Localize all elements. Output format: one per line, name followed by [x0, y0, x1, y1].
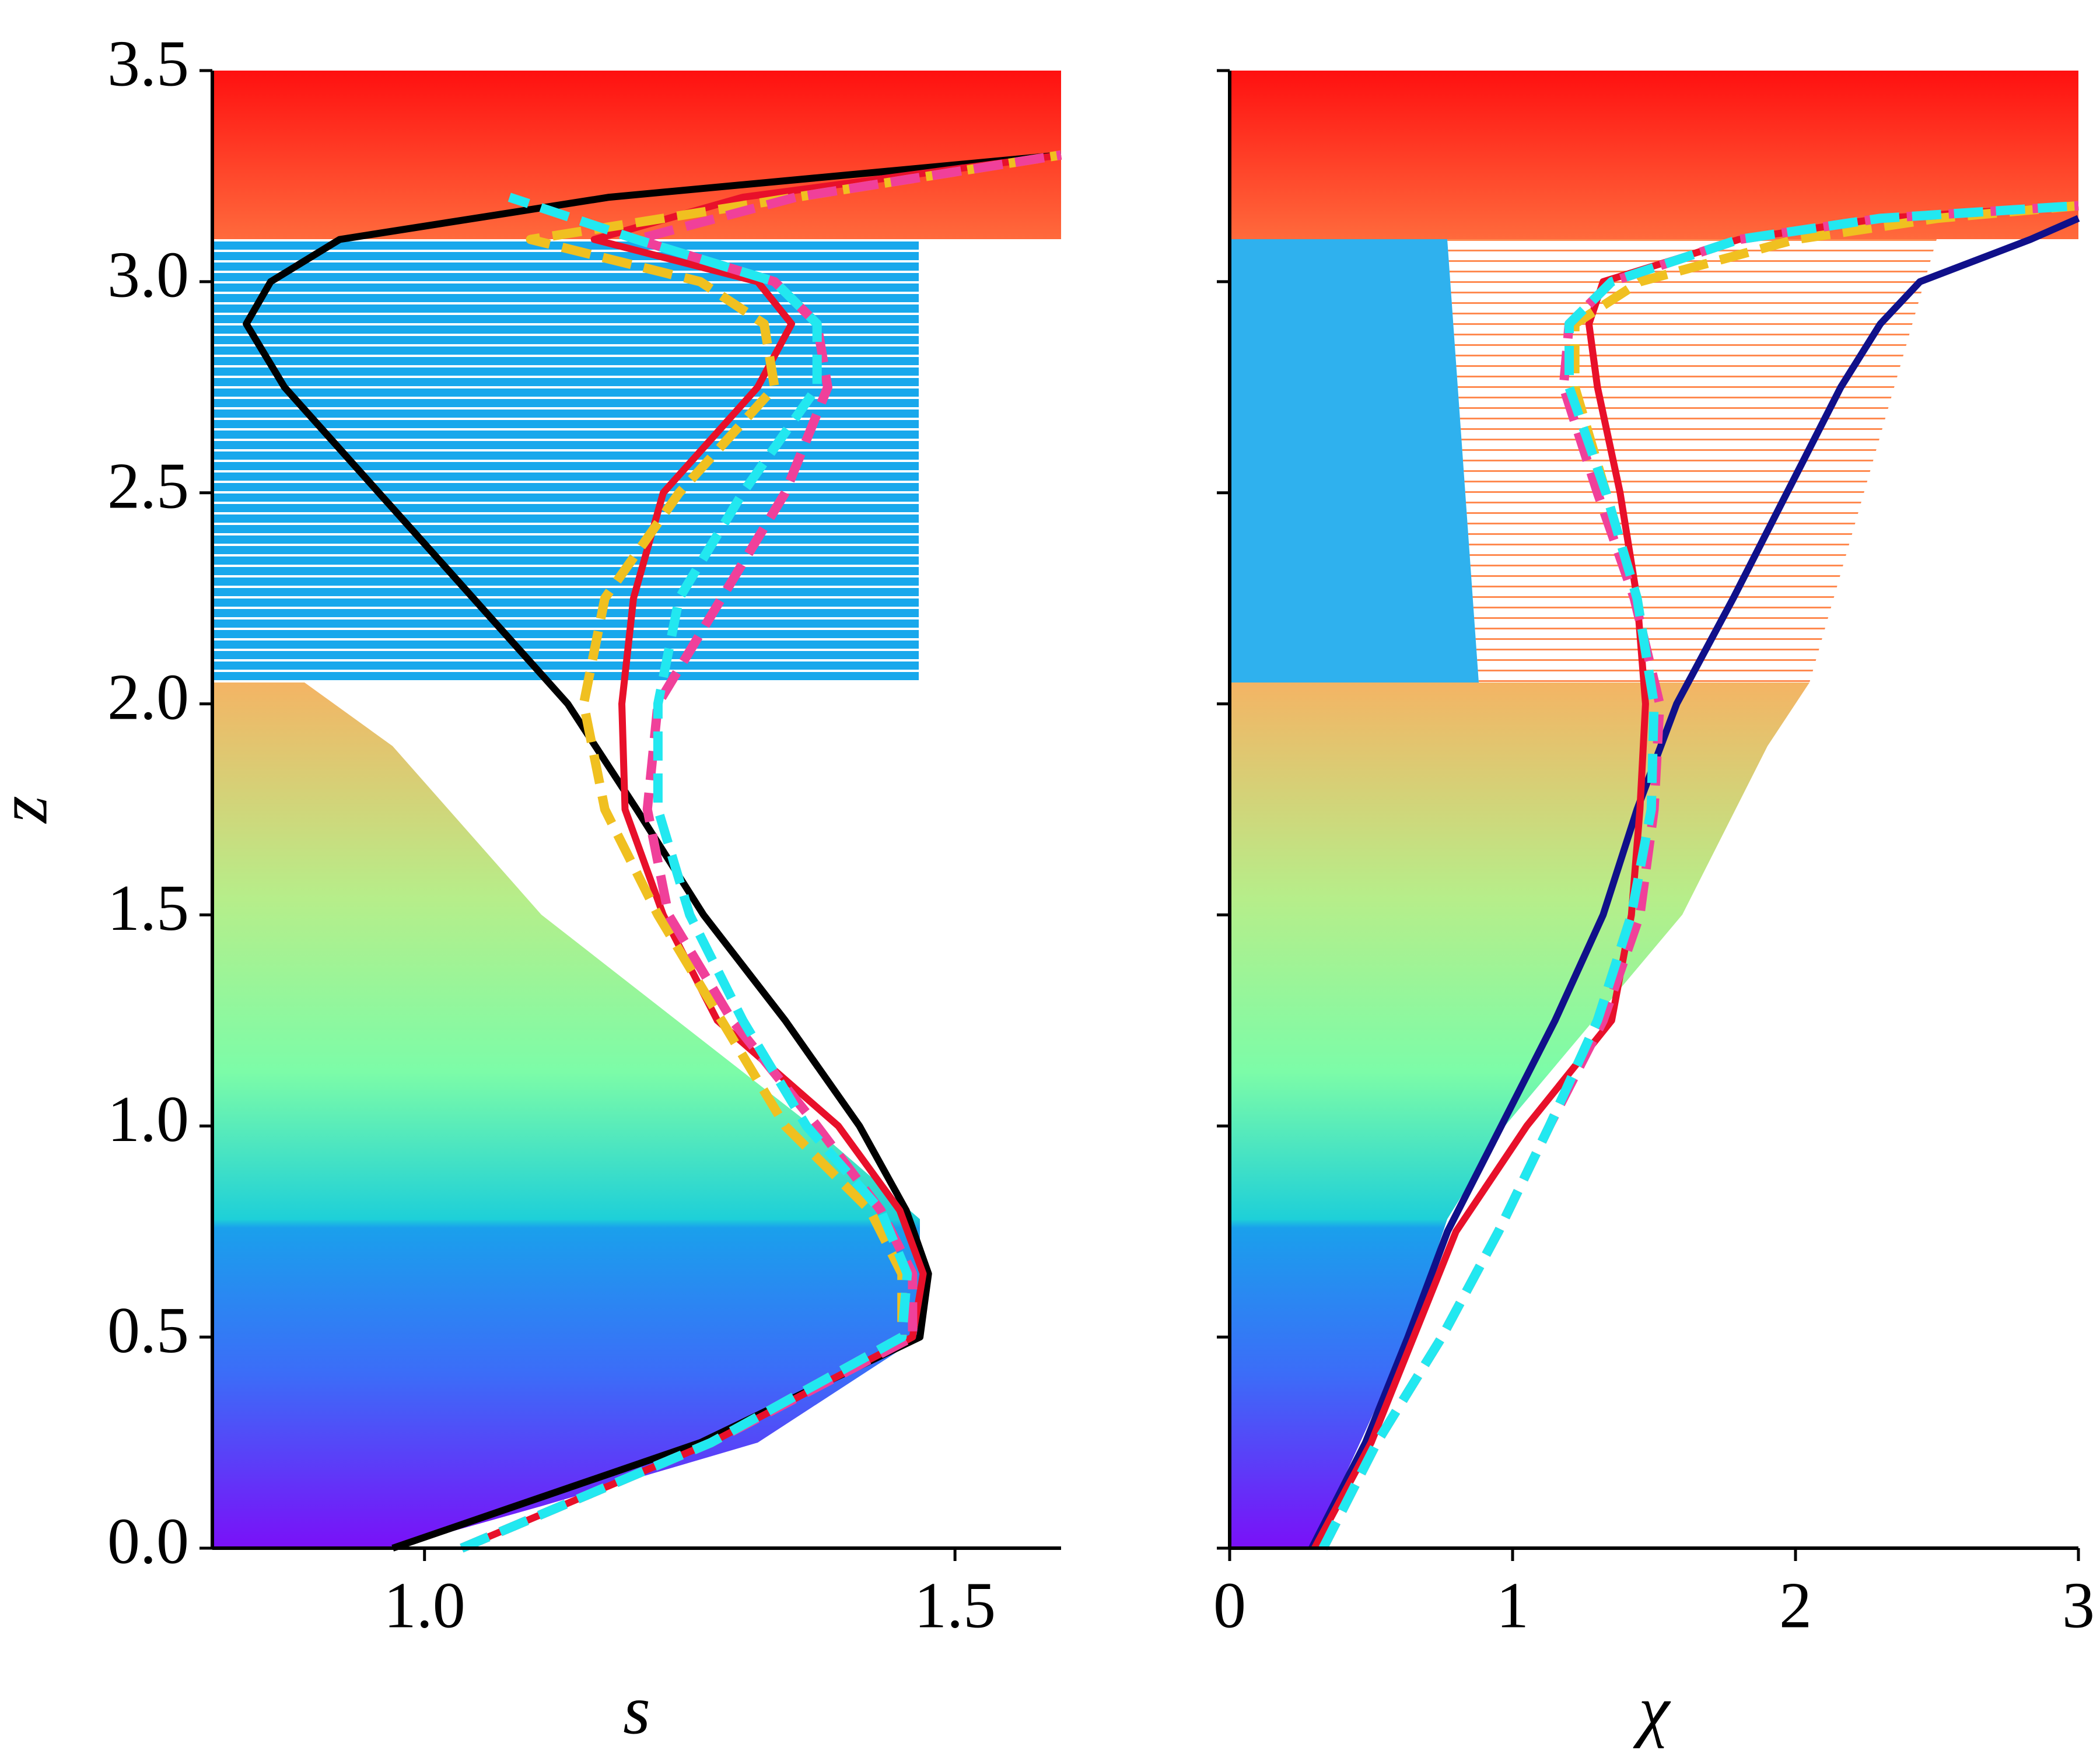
- series-line: [1318, 201, 2079, 1550]
- band: [1447, 239, 1937, 682]
- y-tick-label: 2.0: [107, 661, 189, 733]
- band: [1230, 239, 1479, 682]
- y-tick-label: 0.5: [107, 1294, 189, 1367]
- y-tick-label: 2.5: [107, 450, 189, 522]
- x-tick-label: 1.5: [914, 1570, 996, 1642]
- series-line: [243, 151, 1062, 1552]
- y-axis-label: z: [0, 796, 62, 824]
- x-tick-label: 1.0: [384, 1570, 466, 1642]
- series-line: [460, 150, 1062, 1553]
- x-tick-label: 2: [1779, 1570, 1812, 1642]
- y-tick-label: 1.0: [107, 1083, 189, 1156]
- series-line: [460, 192, 912, 1553]
- band: [212, 71, 1061, 239]
- x-tick-label: 0: [1213, 1570, 1246, 1642]
- y-tick-label: 0.0: [107, 1506, 189, 1578]
- band: [212, 682, 920, 1548]
- x-axis-label: s: [623, 1671, 650, 1749]
- series-line: [460, 151, 1062, 1552]
- x-tick-label: 1: [1496, 1570, 1529, 1642]
- x-tick-label: 3: [2062, 1570, 2095, 1642]
- band: [212, 239, 919, 682]
- background-fills: [212, 71, 2078, 1548]
- y-tick-label: 3.0: [107, 239, 189, 312]
- band: [1230, 682, 1810, 1548]
- series-line: [460, 150, 1062, 1553]
- y-tick-label: 1.5: [107, 872, 189, 944]
- y-tick-label: 3.5: [107, 28, 189, 100]
- x-axis-label: χ: [1633, 1671, 1671, 1749]
